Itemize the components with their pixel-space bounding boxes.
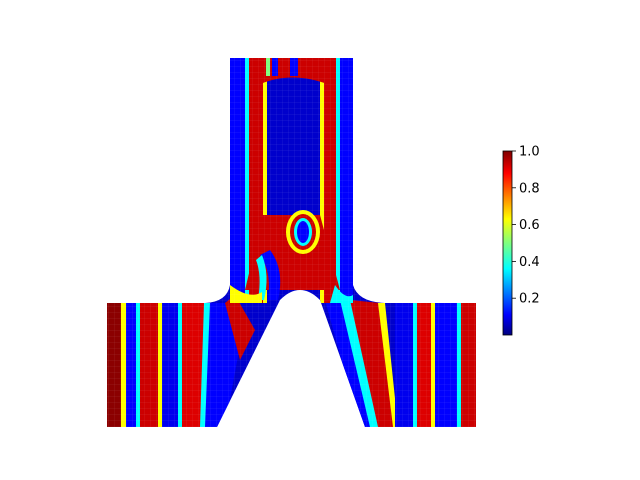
colorbar-tick-label: 0.8	[519, 181, 540, 196]
colorbar-tick-label: 1.0	[519, 145, 540, 160]
colorbar-tick-label: 0.2	[519, 292, 540, 307]
colorbar-ticks: 0.2 0.4 0.6 0.8 1.0	[512, 145, 540, 307]
colorbar-gradient	[502, 150, 513, 336]
colorbar-tick-label: 0.4	[519, 255, 540, 270]
colorbar-tick-label: 0.6	[519, 218, 540, 233]
colorbar: 0.2 0.4 0.6 0.8 1.0	[502, 145, 540, 336]
mesh-field	[107, 58, 476, 427]
